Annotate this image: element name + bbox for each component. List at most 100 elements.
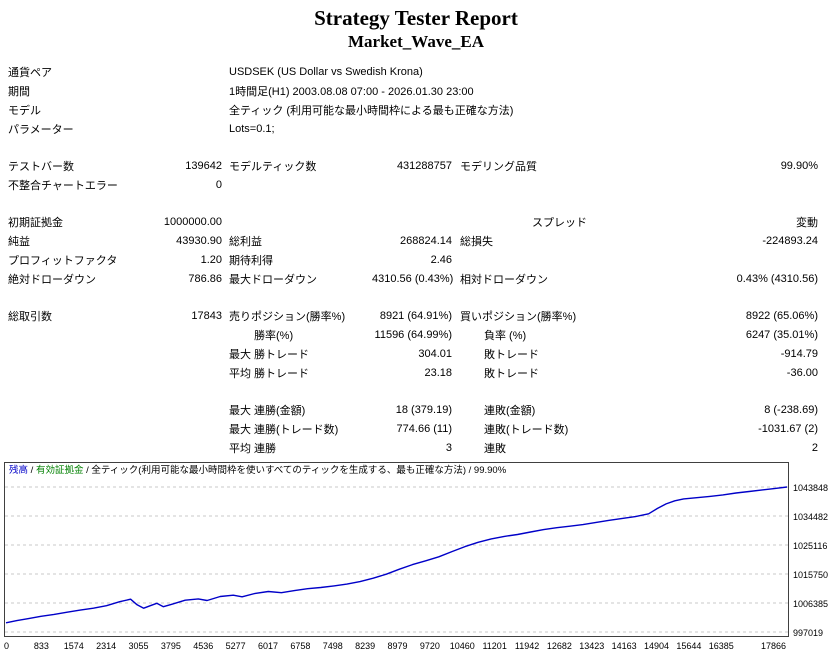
stat-label: テストバー数 (8, 160, 74, 173)
summary-label: 通貨ペア (8, 66, 52, 79)
summary-value: Lots=0.1; (229, 122, 275, 135)
stats-row: 平均 連勝 3 連敗 2 (0, 438, 826, 457)
stat-prefix: 平均 (229, 367, 251, 380)
summary-row: 期間 1時間足(H1) 2003.08.08 07:00 - 2026.01.30… (0, 81, 826, 100)
legend-part: / 全ティック(利用可能な最小時間枠を使いすべてのティックを生成する、最も正確な… (83, 465, 507, 476)
stats-row: 初期証拠金 1000000.00 スプレッド 変動 (0, 212, 826, 231)
stat-label: 敗トレード (484, 348, 539, 361)
strategy-tester-report-page: { "header": { "title": "Strategy Tester … (0, 6, 832, 670)
y-axis-label: 997019 (793, 628, 824, 638)
stats-row: 最大 勝トレード 304.01 敗トレード -914.79 (0, 344, 826, 363)
stat-value: 99.90% (780, 159, 818, 172)
y-axis-label: 1034482 (793, 512, 829, 522)
stat-value: -914.79 (780, 347, 818, 360)
stat-value: 43930.90 (176, 234, 222, 247)
x-axis-label: 2314 (96, 641, 117, 651)
y-axis-label: 1043848 (793, 483, 829, 493)
stats-row: 純益 43930.90 総利益 268824.14 総損失 -224893.24 (0, 231, 826, 250)
stat-label: 期待利得 (229, 254, 273, 267)
stat-label: 連勝(トレード数) (254, 423, 339, 436)
stat-label: 買いポジション(勝率%) (460, 310, 577, 323)
summary-value: 1時間足(H1) 2003.08.08 07:00 - 2026.01.30 2… (229, 85, 474, 98)
x-axis-label: 12682 (546, 641, 572, 651)
stats-row: テストバー数 139642 モデルティック数 431288757 モデリング品質 99.9… (0, 156, 826, 175)
stat-value: 786.86 (188, 272, 222, 285)
stat-label: 純益 (8, 235, 30, 248)
stat-label: 連勝 (254, 442, 276, 455)
x-axis-label: 8979 (387, 641, 408, 651)
stats-row: 最大 連勝(金額) 18 (379.19) 連敗(金額) 8 (-238.69) (0, 400, 826, 419)
stat-value: 17843 (191, 309, 222, 322)
x-axis-label: 8239 (355, 641, 376, 651)
summary-value: 全ティック (利用可能な最小時間枠による最も正確な方法) (229, 104, 514, 117)
stat-value: 139642 (185, 159, 222, 172)
stats-row: プロフィットファクタ 1.20 期待利得 2.46 (0, 250, 826, 269)
stat-value: 0.43% (4310.56) (736, 272, 818, 285)
stat-prefix: 平均 (229, 442, 251, 455)
stat-value: 11596 (64.99%) (374, 328, 452, 341)
y-axis-label: 1025116 (793, 541, 828, 551)
stat-label: モデルティック数 (229, 160, 317, 173)
stat-value: 23.18 (424, 366, 452, 379)
stat-label: 初期証拠金 (8, 216, 63, 229)
y-axis: 997019 1006385 1015750 1025116 1034482 104384… (793, 463, 832, 638)
stat-value: 268824.14 (400, 234, 452, 247)
stat-label: 相対ドローダウン (460, 273, 548, 286)
x-axis-label: 10460 (449, 641, 475, 651)
report-title: Strategy Tester Report (314, 6, 518, 30)
summary-value: USDSEK (US Dollar vs Swedish Krona) (229, 65, 423, 78)
stats-row: 最大 連勝(トレード数) 774.66 (11) 連敗(トレード数) -1031.67 … (0, 419, 826, 438)
stat-value: 0 (215, 178, 222, 191)
stat-value: 2.46 (430, 253, 452, 266)
stat-value: 変動 (796, 216, 818, 229)
stat-value: -1031.67 (2) (758, 422, 818, 435)
y-axis-label: 1006385 (793, 599, 829, 609)
spacer-row (0, 288, 826, 306)
stat-label: 最大ドローダウン (229, 273, 317, 286)
x-axis-label: 7498 (322, 641, 343, 651)
stat-prefix: 最大 (229, 348, 251, 361)
summary-row: 通貨ペア USDSEK (US Dollar vs Swedish Krona) (0, 62, 826, 81)
stat-label: 総損失 (460, 235, 493, 248)
balance-curve-svg (5, 486, 788, 633)
stat-prefix: 最大 (229, 404, 251, 417)
x-axis-label: 5277 (225, 641, 246, 651)
legend-part: / (28, 465, 36, 476)
x-axis-label: 11201 (482, 641, 507, 651)
stats-row: 総取引数 17843 売りポジション(勝率%) 8921 (64.91%) 買いポジショ… (0, 306, 826, 325)
stat-value: 8921 (64.91%) (379, 309, 452, 322)
stat-label: 不整合チャートエラー (8, 179, 118, 192)
stat-value: 774.66 (11) (396, 422, 452, 435)
summary-table: 通貨ペア USDSEK (US Dollar vs Swedish Krona) 期… (0, 62, 826, 138)
balance-chart: 残高 / 有効証拠金 / 全ティック(利用可能な最小時間枠を使いすべてのティック… (0, 462, 832, 662)
stat-label: 勝トレード (254, 348, 309, 361)
summary-row: モデル 全ティック (利用可能な最小時間枠による最も正確な方法) (0, 100, 826, 119)
stat-value: 8922 (65.06%) (745, 309, 818, 322)
x-axis-label: 3055 (128, 641, 149, 651)
summary-row: パラメーター Lots=0.1; (0, 119, 826, 138)
stats-row: 勝率(%) 11596 (64.99%) 負率 (%) 6247 (35.01%) (0, 325, 826, 344)
ea-name: Market_Wave_EA (348, 32, 484, 51)
stat-label: スプレッド (532, 216, 587, 229)
stat-value: 1.20 (200, 253, 222, 266)
stats-table: テストバー数 139642 モデルティック数 431288757 モデリング品質 99.9… (0, 156, 826, 457)
stat-label: 連勝(金額) (254, 404, 306, 417)
stat-label: 負率 (%) (484, 329, 527, 342)
stat-label: 勝率(%) (254, 329, 294, 342)
chart-plot-area: 残高 / 有効証拠金 / 全ティック(利用可能な最小時間枠を使いすべてのティック… (4, 462, 789, 637)
stat-value: 8 (-238.69) (764, 403, 818, 416)
stat-value: 6247 (35.01%) (745, 328, 818, 341)
stat-label: 売りポジション(勝率%) (229, 310, 346, 323)
stat-label: 総利益 (229, 235, 262, 248)
stat-label: 絶対ドローダウン (8, 273, 96, 286)
stat-label: モデリング品質 (460, 160, 537, 173)
spacer-row (0, 382, 826, 400)
section-spacer (0, 138, 832, 156)
x-axis-label: 11942 (514, 641, 540, 651)
x-axis-label: 15644 (676, 641, 702, 651)
stat-value: -36.00 (786, 366, 818, 379)
summary-label: モデル (8, 104, 41, 117)
legend-part: 残高 (9, 465, 29, 476)
x-axis-label: 0 (4, 641, 10, 651)
x-axis-label: 833 (33, 641, 49, 651)
